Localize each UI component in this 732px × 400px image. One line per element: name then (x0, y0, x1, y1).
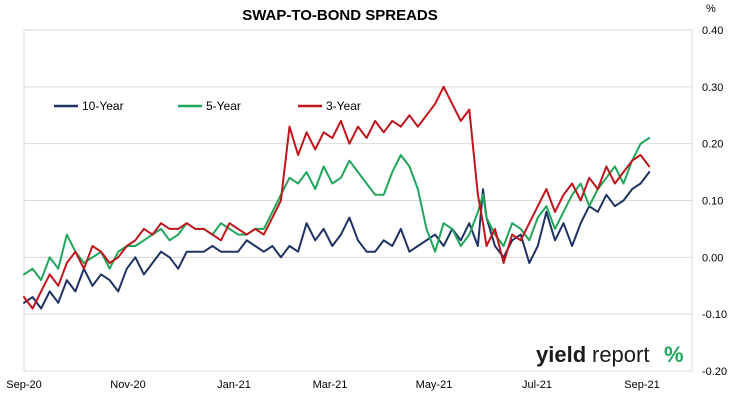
x-tick-label: Mar-21 (313, 379, 348, 391)
x-tick-label: Jan-21 (217, 379, 251, 391)
x-axis-ticks: Sep-20 Nov-20 Jan-21 Mar-21 May-21 Jul-21 Sep-… (6, 379, 659, 391)
series-line-10-year (23, 171, 651, 310)
y-tick-label: 0.20 (702, 139, 723, 151)
y-tick-label: 0.30 (702, 82, 723, 94)
y-tick-label: 0.00 (702, 252, 723, 264)
legend-label: 5-Year (206, 99, 241, 113)
brand-logo: yield report % (536, 342, 684, 367)
brand-logo-part1: yield (536, 342, 586, 367)
y-axis-unit: % (706, 3, 716, 15)
legend-label: 10-Year (82, 99, 124, 113)
y-tick-label: 0.10 (702, 196, 723, 208)
x-tick-label: Sep-20 (6, 379, 41, 391)
brand-logo-symbol: % (664, 342, 684, 367)
x-tick-label: Nov-20 (110, 379, 145, 391)
x-tick-label: May-21 (416, 379, 453, 391)
series-line-5-year (23, 137, 651, 282)
chart-title: SWAP-TO-BOND SPREADS (242, 7, 438, 24)
legend-label: 3-Year (326, 99, 361, 113)
series-line-3-year (23, 85, 651, 310)
y-tick-label: -0.20 (702, 366, 727, 378)
brand-logo-part2: report (592, 342, 649, 367)
series-lines (23, 85, 651, 310)
x-tick-label: Jul-21 (522, 379, 552, 391)
x-tick-label: Sep-21 (624, 379, 659, 391)
y-tick-label: 0.40 (702, 25, 723, 37)
y-tick-label: -0.10 (702, 309, 727, 321)
legend: 10-Year 5-Year 3-Year (54, 99, 361, 113)
y-axis-ticks: -0.20 -0.10 0.00 0.10 0.20 0.30 0.40 (702, 25, 727, 378)
